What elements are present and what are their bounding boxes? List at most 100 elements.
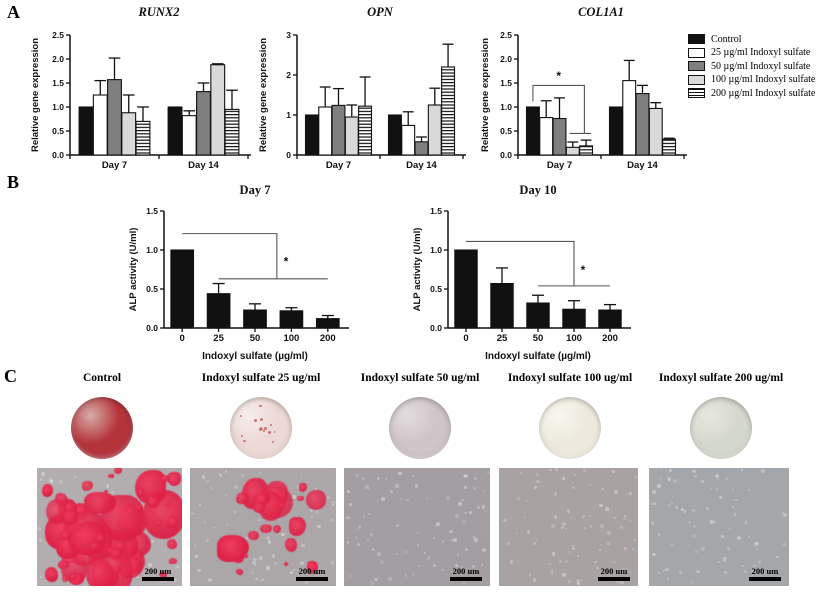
- cell-speckle: [290, 571, 293, 574]
- scale-bar-line: [142, 577, 174, 581]
- cell-speckle: [274, 562, 277, 565]
- cell-speckle: [692, 534, 695, 537]
- cell-speckle: [575, 579, 580, 584]
- cell-speckle: [782, 511, 785, 514]
- cell-speckle: [234, 511, 237, 514]
- alizarin-stain-blob: [103, 489, 108, 493]
- cell-speckle: [41, 471, 46, 476]
- cell-speckle: [750, 569, 754, 573]
- cell-speckle: [404, 551, 408, 554]
- bar: [78, 106, 94, 156]
- cell-speckle: [461, 498, 464, 502]
- cell-speckle: [370, 533, 374, 537]
- cell-speckle: [744, 570, 747, 573]
- cell-speckle: [741, 564, 745, 568]
- cell-speckle: [259, 556, 264, 560]
- x-tick-label: 200: [602, 333, 618, 344]
- chart-opn: OPN Relative gene expression 0 1 2 3 Day 7 Day …: [258, 5, 466, 171]
- cell-speckle: [224, 493, 227, 496]
- legend-swatch-white: [688, 47, 705, 58]
- x-tick-label: Day 14: [406, 160, 437, 171]
- cell-speckle: [255, 577, 258, 581]
- stained-well-control: [71, 397, 133, 459]
- cell-speckle: [432, 563, 436, 567]
- alizarin-stain-blob: [69, 572, 77, 581]
- cell-speckle: [449, 529, 453, 534]
- cell-speckle: [174, 564, 179, 569]
- bar: [490, 282, 514, 329]
- cell-speckle: [679, 571, 682, 574]
- chart-title: Day 10: [519, 183, 556, 197]
- cell-speckle: [728, 527, 732, 531]
- bar: [552, 117, 567, 156]
- cell-speckle: [656, 484, 661, 488]
- cell-speckle: [265, 535, 270, 540]
- chart-title: RUNX2: [138, 5, 180, 19]
- x-tick-label: 200: [320, 333, 336, 344]
- cell-speckle: [330, 500, 335, 505]
- x-tick-label: 50: [533, 333, 544, 344]
- cell-speckle: [634, 475, 637, 479]
- well-speckle: [260, 427, 264, 431]
- cell-speckle: [432, 536, 435, 539]
- cell-speckle: [205, 539, 209, 542]
- alizarin-stain-blob: [136, 487, 146, 497]
- cell-speckle: [482, 489, 486, 493]
- chart-runx2: RUNX2 Relative gene expression 0.0 0.5 1.0 1.…: [30, 5, 251, 171]
- alizarin-stain-blob: [95, 533, 105, 544]
- cell-speckle: [761, 469, 765, 473]
- cell-speckle: [199, 503, 202, 506]
- cell-speckle: [295, 515, 298, 518]
- cell-speckle: [755, 548, 759, 551]
- cell-speckle: [45, 580, 48, 582]
- cell-speckle: [666, 477, 671, 482]
- chart-title: OPN: [367, 5, 394, 19]
- chart-alp-day10: Day 10 ALP activity (U/ml) 0.0 0.5 1.0 1.5 0 25…: [412, 183, 631, 362]
- stained-well-100: [539, 397, 601, 459]
- cell-speckle: [425, 497, 428, 500]
- cell-speckle: [398, 471, 402, 476]
- cell-speckle: [417, 565, 420, 568]
- cell-speckle: [572, 486, 576, 490]
- cell-speckle: [517, 497, 521, 500]
- bar: [224, 108, 240, 156]
- cell-speckle: [110, 490, 115, 495]
- legend-label: 50 µg/ml Indoxyl sulfate: [711, 60, 811, 72]
- cell-speckle: [714, 521, 717, 524]
- cell-speckle: [411, 573, 415, 576]
- alizarin-stain-blob: [42, 484, 53, 497]
- cell-speckle: [355, 473, 359, 478]
- cell-speckle: [365, 484, 370, 489]
- bar: [206, 293, 231, 329]
- alizarin-stain-blob: [216, 535, 250, 562]
- cell-speckle: [550, 569, 554, 572]
- cell-speckle: [562, 522, 566, 526]
- cell-speckle: [523, 515, 526, 519]
- well-speckle: [267, 430, 271, 434]
- cell-speckle: [691, 580, 694, 583]
- cell-speckle: [582, 515, 586, 519]
- cell-speckle: [482, 527, 484, 529]
- bar: [315, 318, 340, 329]
- cell-speckle: [370, 581, 374, 585]
- scale-bar-label: 200 um: [298, 566, 326, 576]
- bar: [622, 80, 637, 156]
- cell-speckle: [665, 567, 669, 572]
- alizarin-stain-blob: [272, 525, 282, 534]
- cell-speckle: [561, 573, 566, 578]
- x-tick-label: 0: [180, 333, 185, 344]
- bar: [121, 112, 137, 156]
- cell-speckle: [218, 472, 223, 477]
- bar: [196, 91, 211, 156]
- cell-speckle: [666, 577, 669, 581]
- cell-speckle: [148, 563, 153, 568]
- cell-speckle: [733, 498, 736, 502]
- cell-speckle: [212, 526, 215, 529]
- well-speckle: [259, 426, 263, 430]
- cell-speckle: [696, 569, 700, 574]
- alizarin-stain-blob: [120, 577, 124, 581]
- stained-well-200: [690, 397, 752, 459]
- cell-speckle: [37, 487, 40, 490]
- bar: [181, 115, 197, 156]
- alizarin-stain-blob: [45, 499, 67, 524]
